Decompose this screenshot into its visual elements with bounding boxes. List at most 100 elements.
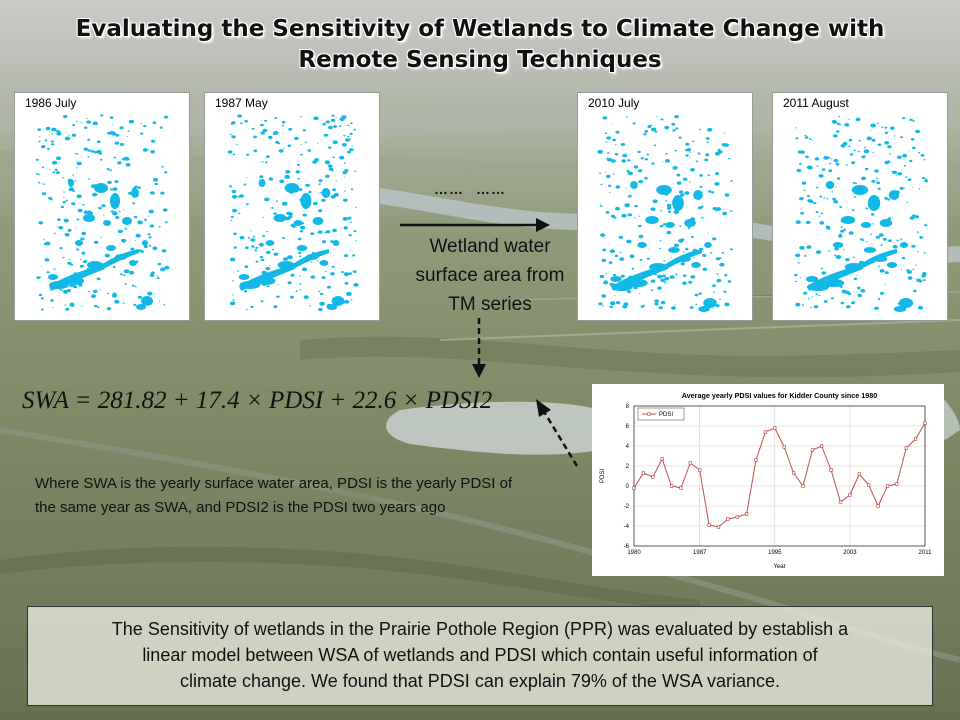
water-body bbox=[606, 157, 613, 162]
water-body bbox=[712, 308, 714, 310]
water-body bbox=[348, 138, 351, 141]
water-body bbox=[638, 180, 644, 184]
water-body bbox=[112, 292, 117, 296]
water-body bbox=[860, 222, 872, 228]
water-body bbox=[84, 126, 88, 129]
water-body bbox=[259, 255, 263, 259]
water-body bbox=[609, 249, 615, 254]
water-body bbox=[38, 293, 43, 297]
water-body bbox=[61, 177, 64, 179]
water-body bbox=[318, 290, 321, 293]
water-body bbox=[699, 128, 702, 131]
water-body bbox=[829, 162, 832, 165]
water-body bbox=[76, 120, 78, 122]
water-body bbox=[656, 115, 658, 117]
water-body bbox=[794, 273, 798, 277]
water-body bbox=[659, 224, 664, 228]
water-body bbox=[287, 255, 293, 260]
water-body bbox=[901, 256, 906, 260]
water-body bbox=[107, 292, 110, 295]
water-body bbox=[122, 217, 132, 225]
water-body bbox=[229, 134, 232, 136]
wetland-map-2010-july: 2010 July bbox=[577, 92, 753, 321]
water-body bbox=[704, 242, 712, 248]
water-body bbox=[599, 172, 602, 174]
water-body bbox=[87, 156, 90, 158]
water-body bbox=[355, 240, 358, 242]
water-body bbox=[669, 259, 671, 261]
data-point bbox=[885, 484, 890, 488]
water-body bbox=[648, 248, 650, 250]
water-body bbox=[119, 143, 124, 146]
water-body bbox=[134, 286, 137, 288]
water-body bbox=[614, 153, 619, 156]
water-body bbox=[730, 210, 733, 212]
water-body bbox=[112, 211, 118, 216]
water-body bbox=[260, 131, 265, 135]
water-body bbox=[795, 253, 801, 258]
water-body bbox=[92, 192, 98, 197]
water-body bbox=[804, 134, 807, 137]
water-body bbox=[835, 130, 840, 133]
data-point bbox=[763, 430, 768, 434]
water-body bbox=[813, 202, 817, 205]
water-body bbox=[823, 155, 829, 160]
water-body bbox=[262, 234, 266, 237]
water-body bbox=[879, 219, 893, 227]
water-body bbox=[660, 209, 663, 212]
water-body bbox=[604, 132, 607, 134]
water-body bbox=[672, 195, 684, 211]
water-body bbox=[626, 170, 630, 173]
water-body bbox=[308, 190, 312, 194]
water-body bbox=[612, 265, 668, 291]
water-body bbox=[692, 140, 695, 143]
water-body bbox=[66, 289, 72, 292]
water-body bbox=[685, 248, 689, 251]
water-body bbox=[344, 190, 346, 192]
water-body bbox=[654, 302, 659, 306]
water-body bbox=[847, 209, 849, 211]
water-body bbox=[877, 265, 880, 268]
water-body bbox=[807, 298, 810, 300]
water-body bbox=[94, 183, 108, 193]
water-body bbox=[346, 291, 352, 296]
water-body bbox=[694, 293, 699, 297]
water-body bbox=[267, 135, 273, 140]
water-body bbox=[129, 260, 137, 266]
water-body bbox=[804, 136, 809, 139]
water-body bbox=[706, 141, 709, 144]
water-body bbox=[230, 123, 233, 125]
water-body bbox=[627, 290, 632, 294]
water-body bbox=[137, 220, 143, 225]
water-body bbox=[633, 165, 639, 169]
water-body bbox=[262, 216, 265, 218]
water-body bbox=[350, 222, 352, 224]
water-body bbox=[106, 168, 110, 171]
water-body bbox=[884, 197, 888, 200]
water-body bbox=[848, 145, 851, 148]
water-body bbox=[164, 221, 168, 224]
water-body bbox=[923, 279, 926, 282]
water-body bbox=[36, 276, 41, 279]
water-body bbox=[717, 148, 721, 152]
water-body bbox=[659, 247, 661, 250]
water-body bbox=[806, 165, 812, 170]
water-body bbox=[344, 254, 349, 258]
water-body bbox=[271, 248, 275, 251]
y-axis-label: PDSI bbox=[600, 469, 606, 483]
water-body bbox=[626, 239, 632, 244]
water-body bbox=[54, 168, 58, 171]
water-body bbox=[848, 138, 853, 142]
water-body bbox=[836, 177, 841, 180]
water-body bbox=[230, 257, 236, 262]
water-body bbox=[55, 156, 62, 161]
water-body bbox=[675, 127, 679, 130]
water-body bbox=[80, 237, 85, 241]
water-body bbox=[232, 294, 234, 296]
data-point bbox=[791, 471, 796, 475]
water-body bbox=[51, 143, 55, 146]
water-body bbox=[65, 307, 70, 311]
water-body bbox=[860, 289, 866, 293]
equation-explanation: Where SWA is the yearly surface water ar… bbox=[35, 475, 513, 516]
water-body bbox=[260, 120, 262, 122]
